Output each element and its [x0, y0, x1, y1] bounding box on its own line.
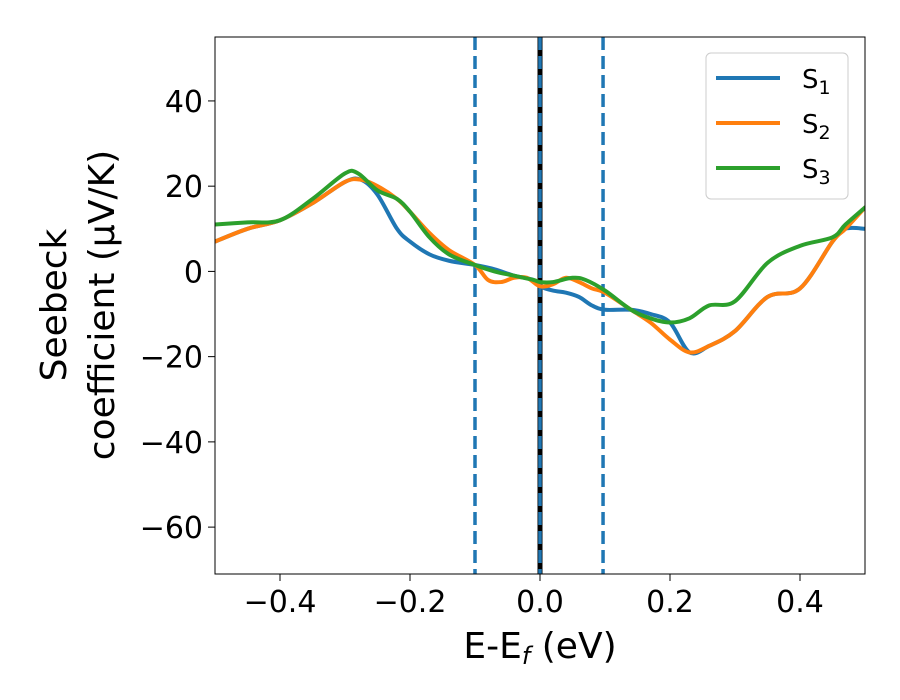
x-axis: −0.4 −0.2 0.0 0.2 0.4 — [244, 574, 824, 620]
legend-label-s1: S1 — [802, 65, 831, 99]
y-tick-label: 40 — [165, 85, 203, 120]
legend-label-s2: S2 — [802, 110, 831, 144]
y-axis-title-line1: Seebeck — [34, 228, 75, 381]
y-tick-label: 20 — [165, 170, 203, 205]
y-tick-label: −40 — [140, 426, 203, 461]
x-tick-label: 0.4 — [776, 585, 824, 620]
y-tick-label: −60 — [140, 511, 203, 546]
reference-lines — [473, 37, 605, 574]
legend-frame — [705, 52, 849, 200]
legend: S1 S2 S3 — [705, 52, 849, 200]
x-tick-label: 0.2 — [646, 585, 694, 620]
x-tick-label: 0.0 — [516, 585, 564, 620]
series-lines — [215, 168, 865, 356]
y-axis-title: Seebeck coefficient (μV/K) — [34, 150, 123, 460]
series-line-s3 — [215, 168, 865, 325]
x-tick-label: −0.2 — [374, 585, 447, 620]
y-axis: −60 −40 −20 0 20 40 — [140, 85, 215, 546]
y-tick-label: −20 — [140, 341, 203, 376]
x-tick-label: −0.4 — [244, 585, 317, 620]
y-tick-label: 0 — [184, 255, 203, 290]
x-axis-title: E-Ef (eV) — [463, 626, 616, 670]
legend-label-s3: S3 — [802, 155, 831, 189]
y-axis-title-line2: coefficient (μV/K) — [82, 150, 123, 460]
